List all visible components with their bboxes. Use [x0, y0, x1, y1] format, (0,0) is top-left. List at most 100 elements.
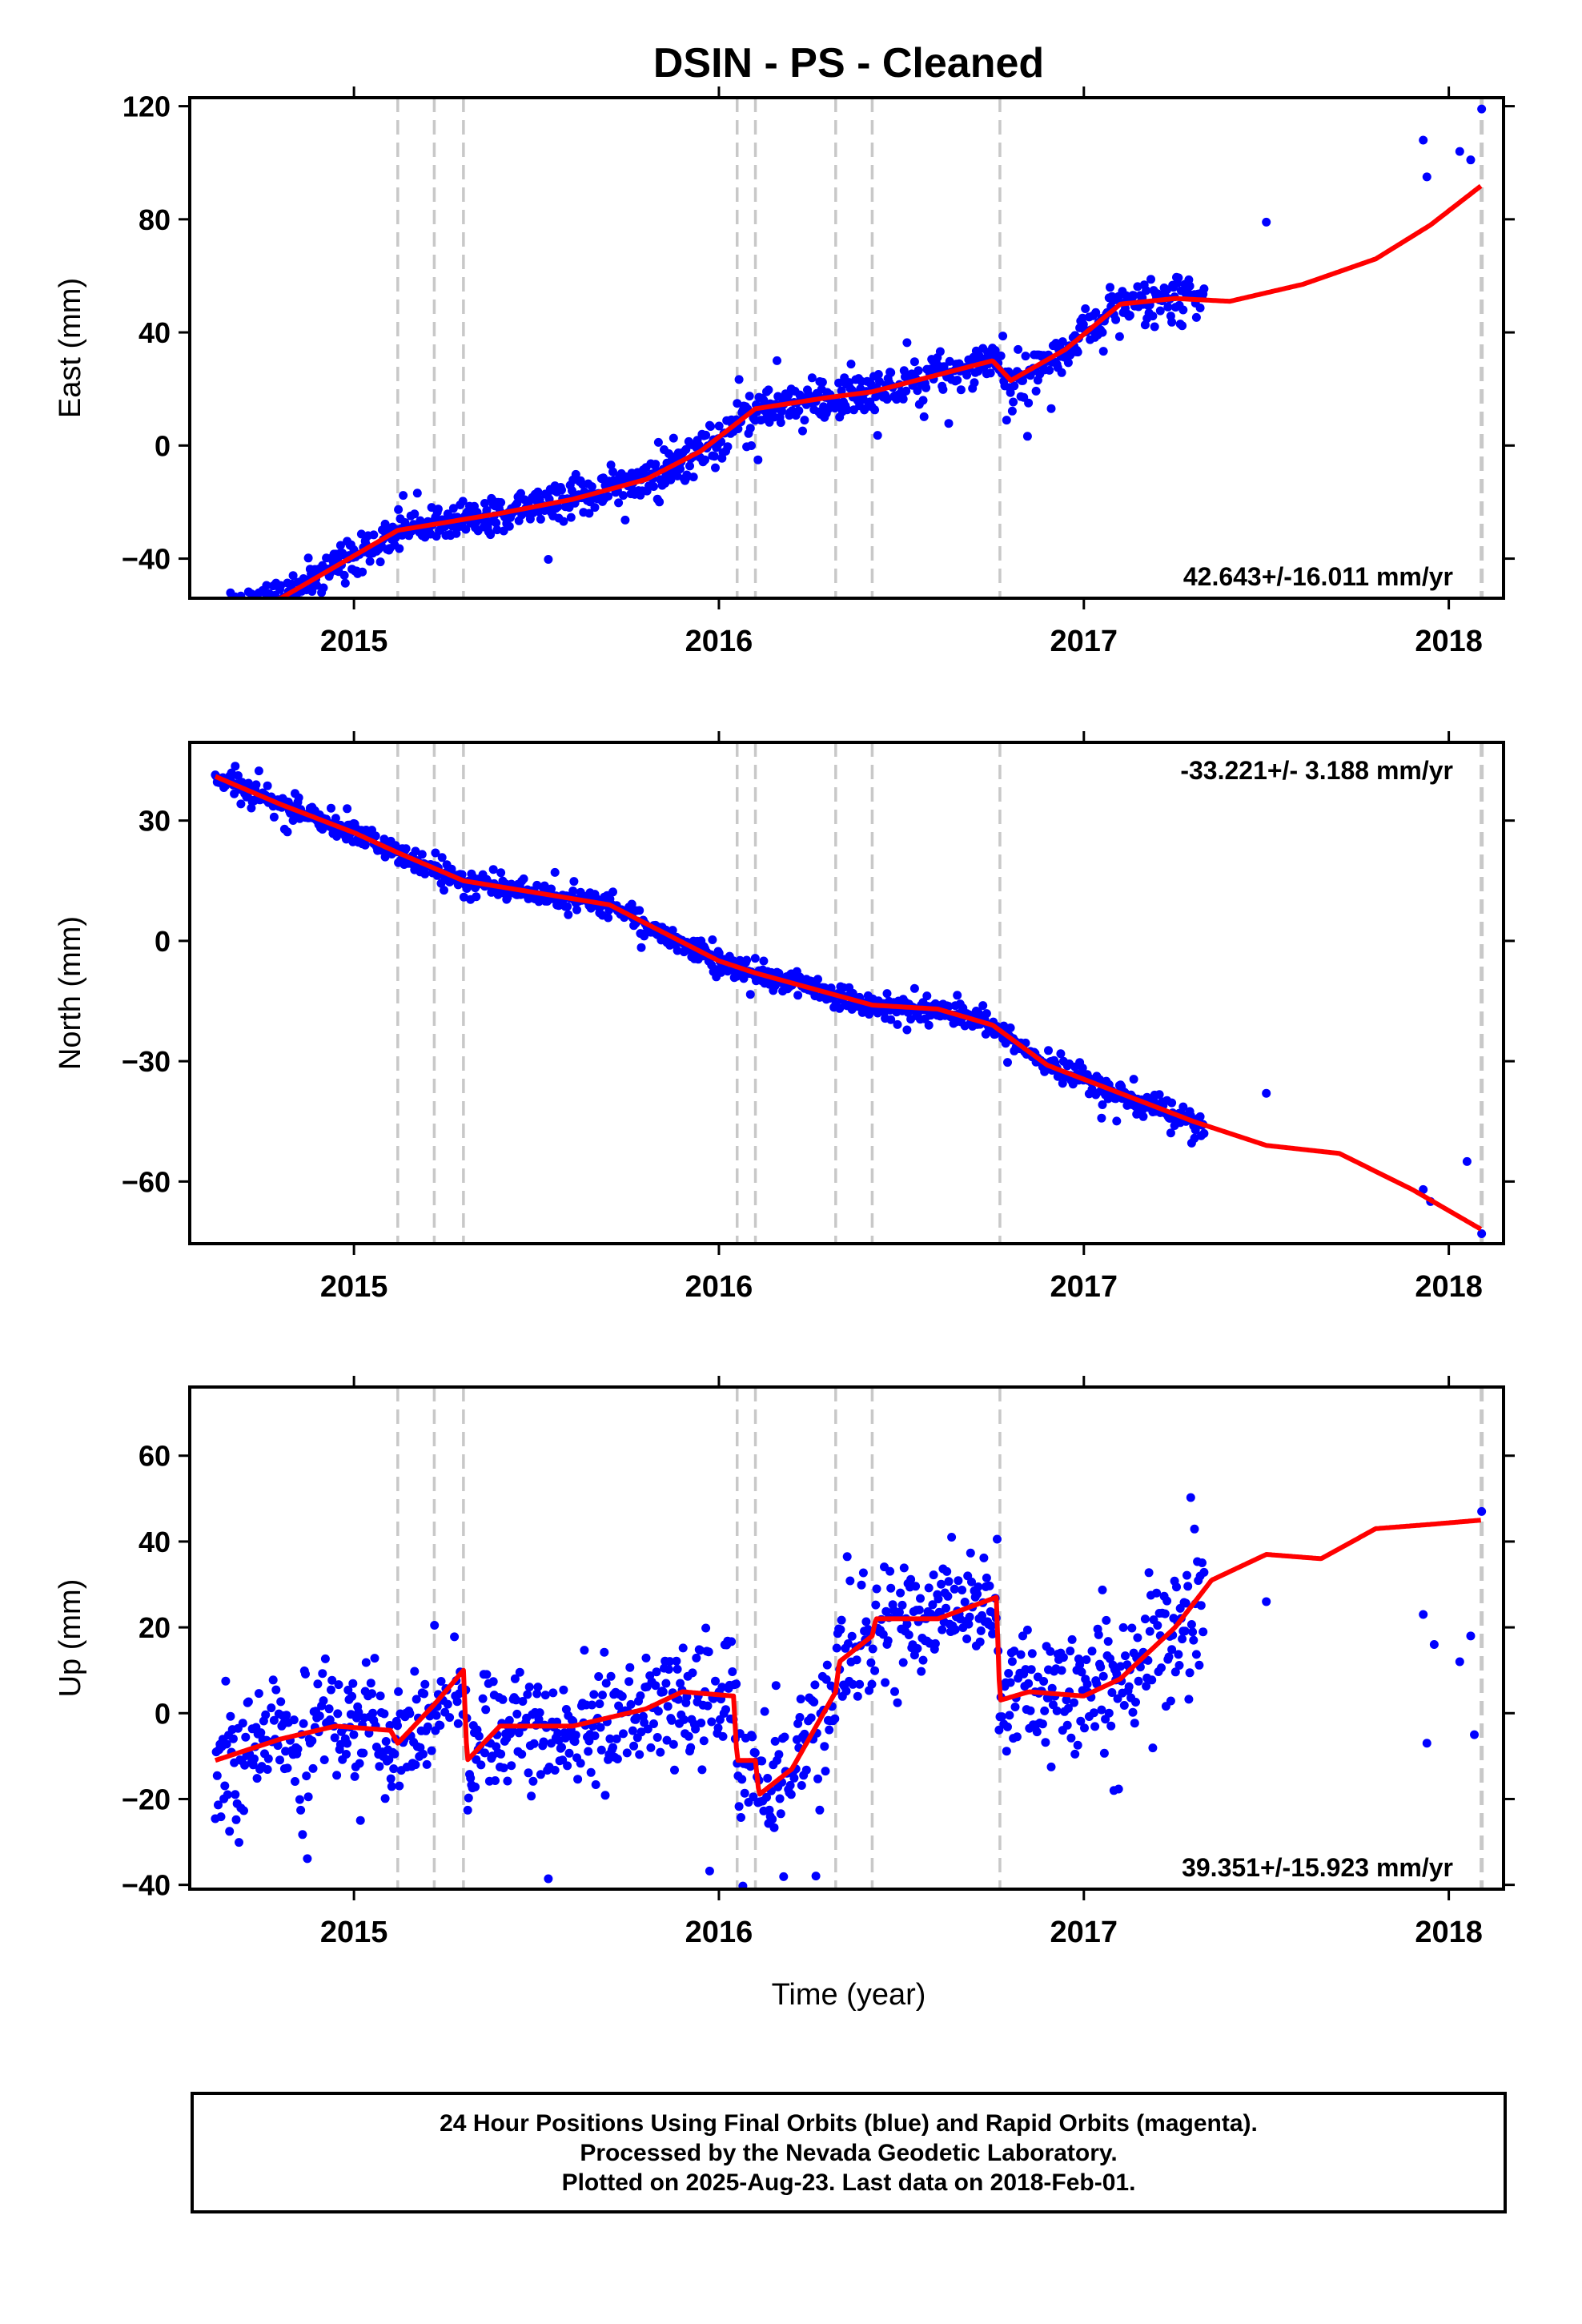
data-point — [608, 887, 617, 897]
data-point — [883, 1636, 893, 1646]
y-tick-label: −30 — [122, 1045, 171, 1078]
data-point — [956, 385, 966, 395]
data-point — [432, 1711, 441, 1720]
data-point — [728, 1667, 737, 1676]
data-point — [982, 1573, 991, 1582]
data-point — [795, 1713, 805, 1722]
data-point — [653, 437, 663, 447]
data-point — [626, 1699, 636, 1709]
data-point — [548, 1688, 558, 1698]
data-point — [269, 1715, 279, 1725]
data-point — [795, 972, 805, 982]
data-point — [930, 1638, 940, 1648]
data-point — [986, 368, 995, 378]
data-point — [842, 405, 852, 415]
data-point — [1004, 1669, 1014, 1678]
data-point — [1027, 1649, 1037, 1659]
data-point — [214, 632, 223, 641]
data-point — [1010, 1703, 1020, 1711]
data-point — [1199, 284, 1209, 294]
data-point — [283, 827, 292, 837]
data-point — [1190, 1133, 1199, 1143]
data-point — [273, 1741, 283, 1751]
data-point — [1021, 352, 1030, 361]
data-point — [1477, 104, 1487, 114]
data-point — [503, 893, 512, 903]
data-point — [655, 497, 665, 507]
y-tick-label: −60 — [122, 1165, 171, 1198]
data-point — [1070, 1749, 1080, 1759]
data-point — [358, 567, 367, 577]
data-point — [771, 1681, 781, 1691]
data-point — [776, 418, 785, 428]
data-point — [231, 1815, 241, 1824]
x-tick-label: 2018 — [1415, 1270, 1483, 1304]
data-point — [1052, 1706, 1062, 1715]
data-point — [1014, 344, 1023, 354]
data-point — [472, 892, 481, 902]
data-point — [1024, 398, 1034, 408]
data-point — [249, 599, 258, 608]
data-point — [1006, 388, 1015, 397]
data-point — [302, 1771, 311, 1781]
data-point — [605, 1734, 615, 1743]
data-point — [1195, 1112, 1205, 1121]
data-point — [789, 1773, 799, 1783]
data-point — [979, 1553, 989, 1562]
data-point — [1116, 1662, 1126, 1671]
data-point — [386, 1774, 396, 1783]
x-axis-title: Time (year) — [772, 1978, 926, 2012]
data-point — [717, 1683, 727, 1692]
data-point — [1063, 1703, 1073, 1713]
data-point — [263, 622, 272, 631]
data-point — [800, 416, 809, 425]
data-point — [1262, 1597, 1271, 1606]
data-point — [573, 1775, 583, 1784]
data-point — [960, 1598, 970, 1606]
data-point — [897, 1600, 907, 1610]
data-point — [780, 1732, 789, 1742]
data-point — [996, 351, 1006, 360]
data-point — [652, 1733, 662, 1742]
data-point — [1022, 1625, 1032, 1634]
data-point — [893, 1698, 902, 1707]
data-point — [745, 392, 754, 401]
data-point — [916, 1594, 925, 1603]
data-point — [1178, 1102, 1188, 1112]
data-point — [1095, 1075, 1104, 1084]
data-point — [885, 1566, 895, 1576]
data-point — [1186, 1493, 1195, 1502]
data-point — [1185, 1668, 1195, 1678]
data-point — [480, 499, 489, 508]
data-point — [238, 606, 247, 615]
data-point — [571, 1731, 580, 1740]
data-point — [263, 781, 272, 790]
model-fit-line — [269, 183, 1483, 598]
data-point — [909, 357, 919, 367]
x-tick-label: 2016 — [685, 1916, 753, 1949]
data-point — [918, 1655, 928, 1665]
data-point — [1162, 1596, 1172, 1606]
data-point — [1262, 1088, 1271, 1098]
data-point — [491, 1776, 500, 1785]
data-point — [349, 1730, 359, 1739]
data-point — [334, 1680, 343, 1690]
data-point — [1009, 397, 1018, 407]
data-point — [773, 356, 781, 365]
data-point — [1140, 1614, 1150, 1624]
data-point — [679, 1715, 689, 1724]
data-point — [291, 1777, 299, 1786]
data-point — [1058, 1653, 1068, 1663]
data-point — [1012, 1732, 1022, 1742]
data-point — [708, 935, 717, 944]
data-point — [1174, 1661, 1184, 1670]
data-point — [320, 1654, 330, 1663]
y-tick-label: 40 — [139, 316, 171, 349]
data-point — [649, 1719, 658, 1728]
data-point — [591, 1780, 600, 1789]
data-point — [1081, 304, 1090, 313]
data-point — [745, 990, 755, 999]
plot-frame — [188, 1385, 1505, 1891]
data-point — [331, 814, 340, 823]
data-point — [848, 1679, 857, 1689]
